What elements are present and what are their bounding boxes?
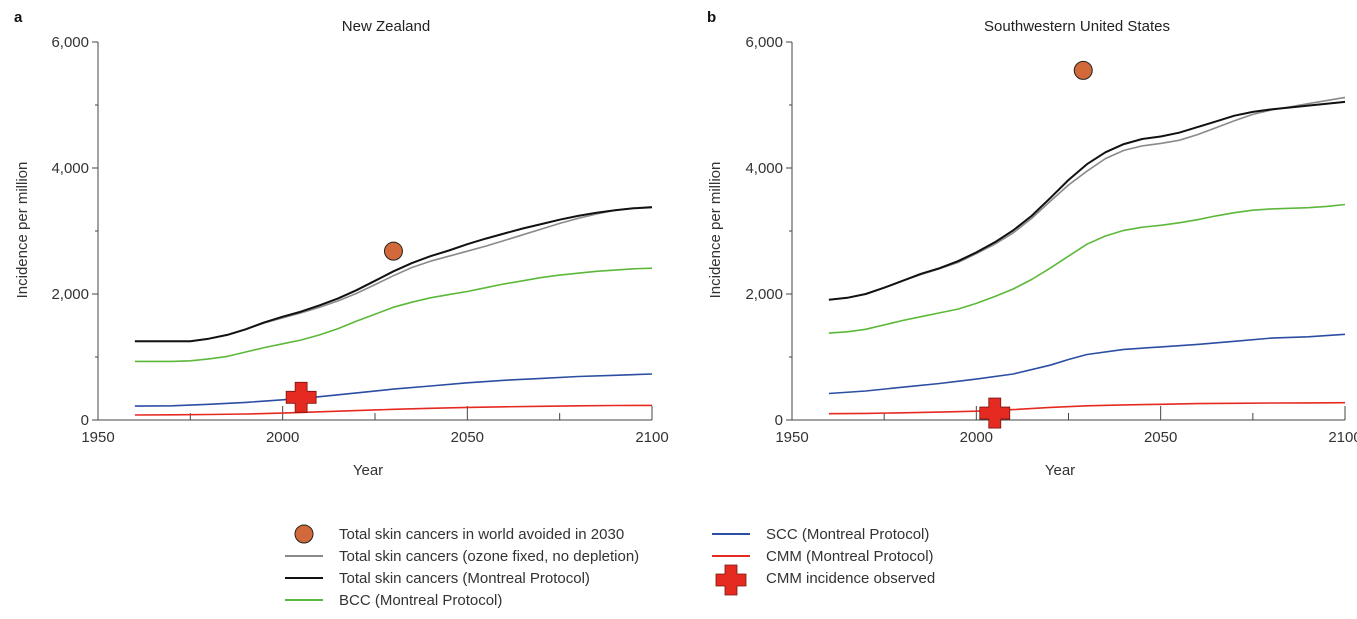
x-tick-label: 2000 [960, 429, 993, 446]
axis-ticks: 0 2,000 4,000 6,000 1950 2000 2050 2100 [745, 34, 1357, 446]
legend-item-observed_cmm: CMM incidence observed [715, 564, 935, 596]
series-line-bcc [134, 267, 653, 363]
x-axis-label: Year [353, 462, 383, 479]
legend: Total skin cancers in world avoided in 2… [285, 524, 935, 609]
y-axis-label: Incidence per million [707, 162, 724, 299]
series-line-scc [828, 333, 1346, 395]
legend-item-bcc: BCC (Montreal Protocol) [285, 592, 502, 609]
legend-item-ozone_fixed: Total skin cancers (ozone fixed, no depl… [285, 548, 639, 565]
series-line-montreal_total [828, 100, 1346, 301]
y-tick-label: 0 [775, 412, 783, 429]
legend-label: SCC (Montreal Protocol) [766, 526, 929, 543]
avoided-2030-marker [1073, 60, 1093, 80]
x-tick-label: 2000 [266, 429, 299, 446]
legend-swatch [294, 524, 314, 544]
y-tick-label: 2,000 [51, 286, 89, 303]
x-tick-label: 2100 [1328, 429, 1357, 446]
x-tick-label: 1950 [775, 429, 808, 446]
observed-cmm-marker [979, 397, 1011, 429]
panel-title: Southwestern United States [984, 18, 1170, 35]
legend-label: CMM (Montreal Protocol) [766, 548, 934, 565]
series-line-ozone_fixed [828, 96, 1346, 301]
series-lines [828, 96, 1346, 415]
y-axis-label: Incidence per million [14, 162, 31, 299]
x-axis-label: Year [1045, 462, 1075, 479]
axis-ticks: 0 2,000 4,000 6,000 1950 2000 2050 2100 [51, 34, 668, 446]
y-tick-label: 4,000 [51, 160, 89, 177]
legend-label: Total skin cancers (ozone fixed, no depl… [339, 548, 639, 565]
x-tick-label: 1950 [81, 429, 114, 446]
legend-label: Total skin cancers in world avoided in 2… [339, 526, 624, 543]
x-tick-label: 2050 [1144, 429, 1177, 446]
y-tick-label: 6,000 [745, 34, 783, 51]
panel-letter: b [707, 9, 716, 26]
avoided-2030-marker [383, 241, 403, 261]
x-tick-label: 2050 [451, 429, 484, 446]
y-tick-label: 4,000 [745, 160, 783, 177]
panel-letter: a [14, 9, 23, 26]
panel-southwestern-us: b Southwestern United States Year Incide… [707, 9, 1357, 479]
panel-new-zealand: a New Zealand Year Incidence per million… [14, 9, 669, 479]
series-lines [134, 206, 653, 416]
legend-label: CMM incidence observed [766, 570, 935, 587]
legend-label: Total skin cancers (Montreal Protocol) [339, 570, 590, 587]
series-line-montreal_total [134, 206, 653, 343]
legend-item-montreal_total: Total skin cancers (Montreal Protocol) [285, 570, 590, 587]
point-markers [979, 60, 1093, 429]
y-tick-label: 2,000 [745, 286, 783, 303]
legend-item-avoided_2030: Total skin cancers in world avoided in 2… [294, 524, 624, 544]
legend-label: BCC (Montreal Protocol) [339, 592, 502, 609]
legend-item-scc: SCC (Montreal Protocol) [712, 526, 929, 543]
point-markers [285, 241, 403, 413]
panel-title: New Zealand [342, 18, 430, 35]
series-line-cmm [828, 401, 1346, 415]
x-tick-label: 2100 [635, 429, 668, 446]
y-tick-label: 6,000 [51, 34, 89, 51]
series-line-cmm [134, 404, 653, 416]
observed-cmm-marker [285, 381, 317, 413]
legend-swatch [715, 564, 747, 596]
series-line-bcc [828, 203, 1346, 334]
y-tick-label: 0 [81, 412, 89, 429]
legend-item-cmm: CMM (Montreal Protocol) [712, 548, 934, 565]
series-line-scc [134, 373, 653, 407]
series-line-ozone_fixed [134, 206, 653, 343]
